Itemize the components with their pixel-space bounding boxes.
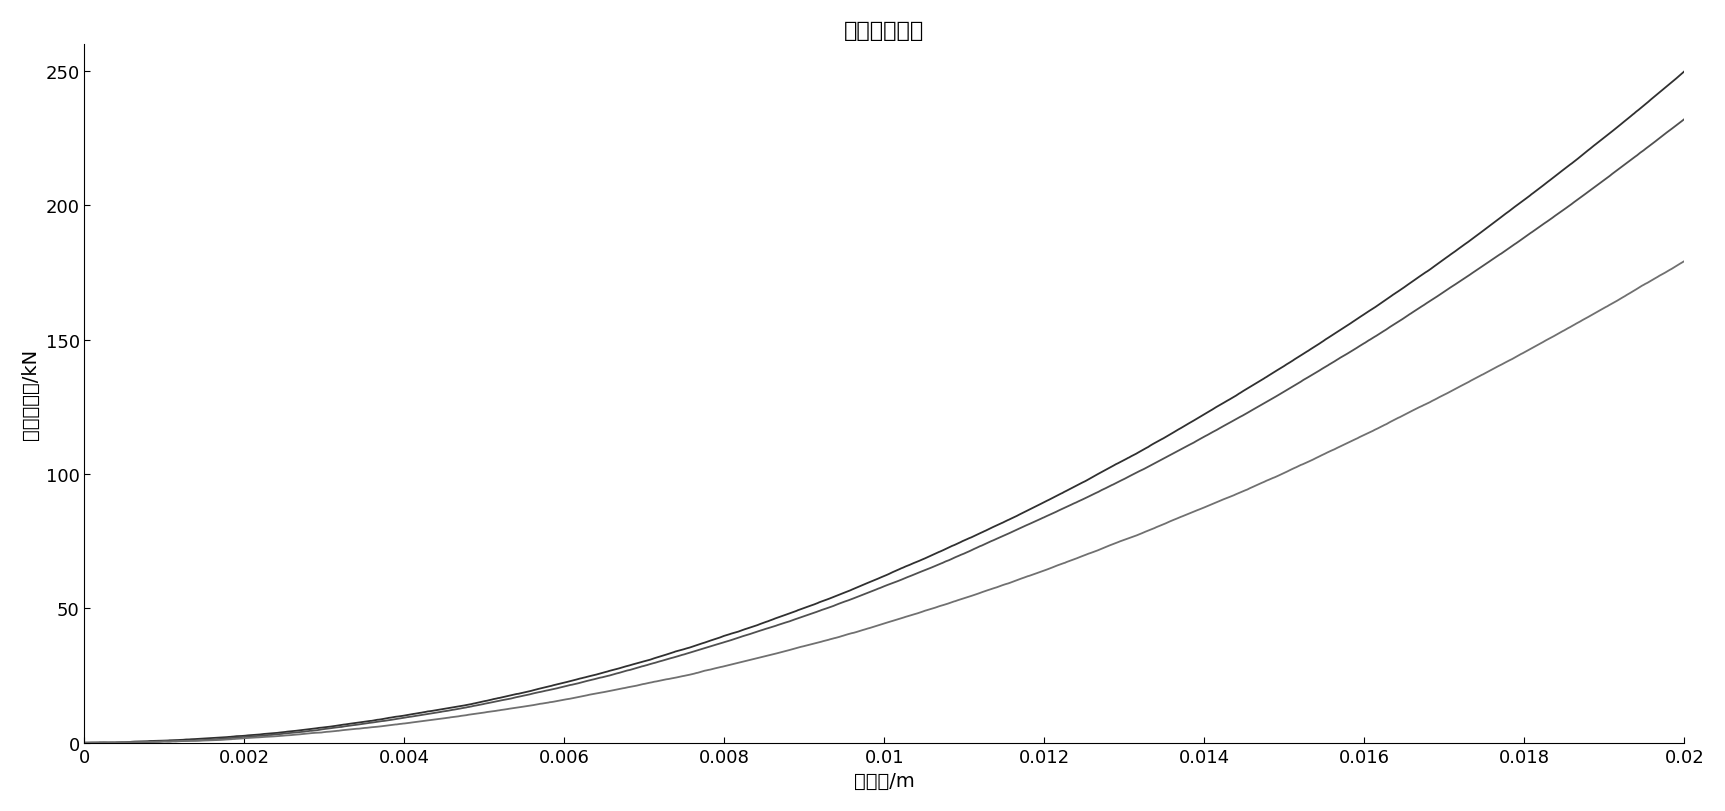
- Y-axis label: 弹性恢复力/kN: 弹性恢复力/kN: [21, 349, 40, 440]
- Title: 弹性系数曲线: 弹性系数曲线: [844, 21, 925, 41]
- X-axis label: 变形量/m: 变形量/m: [854, 771, 914, 790]
